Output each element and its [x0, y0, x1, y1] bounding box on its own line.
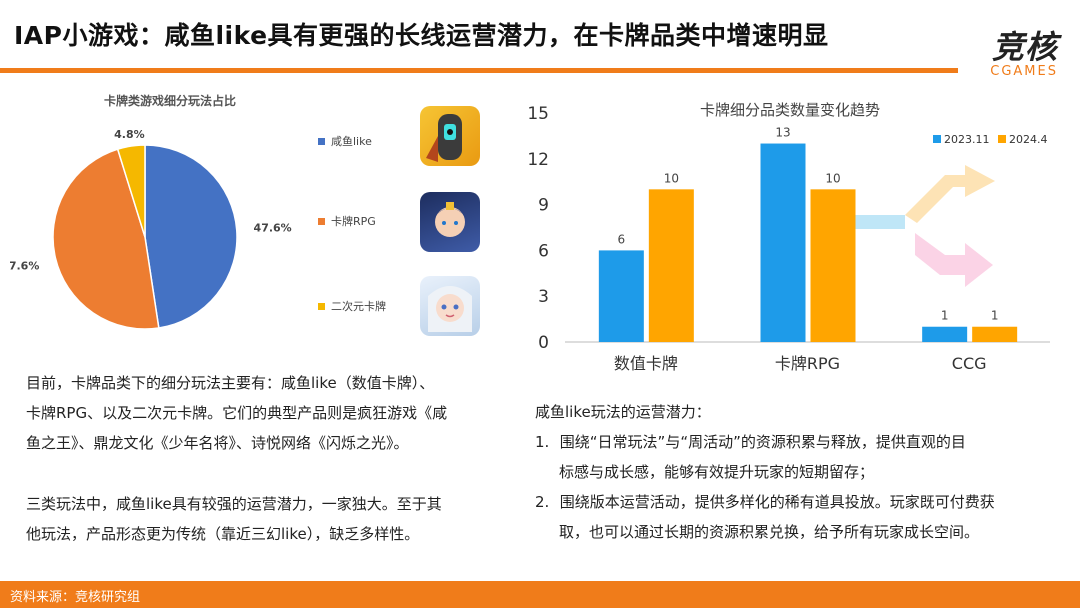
pie-legend-item: 二次元卡牌 — [318, 298, 386, 314]
text-line: 他玩法，产品形态更为传统（靠近三幻like），缺乏多样性。 — [26, 525, 420, 543]
text-line: 鱼之王》、鼎龙文化《少年名将》、诗悦网络《闪烁之光》。 — [26, 434, 409, 452]
list-line-text: 围绕版本运营活动，提供多样化的稀有道具投放。玩家既可付费获 — [559, 493, 995, 511]
x-tick-label: CCG — [952, 354, 987, 373]
legend-swatch — [933, 135, 941, 143]
footer-bar: 资料来源：竞核研究组 — [0, 581, 1080, 608]
bar — [648, 189, 694, 342]
bar-data-label: 10 — [825, 171, 840, 185]
bar-chart: 卡牌细分品类数量变化趋势 0 3 6 9 12 15 数值卡牌 卡牌RPG CCG 6 10 13 1… — [527, 101, 1050, 373]
bar-data-label: 6 — [618, 232, 626, 246]
y-tick-label: 3 — [538, 287, 549, 307]
legend-label: 2024.4 — [1009, 133, 1048, 146]
left-paragraph-2: 三类玩法中，咸鱼like具有较强的运营潜力，一家独大。至于其 他玩法，产品形态更… — [26, 489, 516, 549]
pie-legend: 咸鱼like 卡牌RPG 二次元卡牌 — [318, 130, 386, 313]
brand-logo-subtitle: CGAMES — [990, 64, 1058, 79]
page-title: IAP小游戏：咸鱼like具有更强的长线运营潜力，在卡牌品类中增速明显 — [14, 21, 829, 50]
list-number: 1. — [535, 433, 550, 451]
source-note: 资料来源：竞核研究组 — [10, 590, 141, 605]
bar — [810, 189, 856, 342]
legend-swatch — [318, 302, 325, 310]
right-heading: 咸鱼like玩法的运营潜力： — [535, 403, 711, 421]
list-number: 2. — [535, 493, 550, 511]
text-line: 三类玩法中，咸鱼like具有较强的运营潜力，一家独大。至于其 — [26, 495, 442, 513]
brand-logo: 竞核 — [991, 28, 1058, 66]
app-icon-shaonian — [420, 192, 480, 252]
text-line: 目前，卡牌品类下的细分玩法主要有：咸鱼like（数值卡牌）、 — [26, 374, 435, 392]
list-item: 2. 围绕版本运营活动，提供多样化的稀有道具投放。玩家既可付费获 取，也可以通过… — [535, 487, 1055, 547]
legend-swatch — [998, 135, 1006, 143]
bar-data-label: 13 — [775, 126, 790, 140]
legend-swatch — [318, 217, 325, 225]
bar-data-label: 1 — [941, 309, 949, 323]
y-tick-label: 15 — [527, 104, 549, 124]
y-tick-label: 6 — [538, 241, 549, 261]
y-tick-label: 0 — [538, 333, 549, 353]
legend-label: 2023.11 — [944, 133, 990, 146]
pie-chart: 卡牌类游戏细分玩法占比 47.6% 47.6% 4.8% — [10, 93, 292, 330]
text-line: 卡牌RPG、以及二次元卡牌。它们的典型产品则是疯狂游戏《咸 — [26, 404, 448, 422]
list-line-text: 标感与成长感，能够有效提升玩家的短期留存； — [559, 463, 875, 481]
pie-slice — [144, 144, 238, 329]
pie-slice — [116, 144, 146, 238]
pie-slice — [52, 148, 160, 330]
y-tick-label: 12 — [527, 150, 549, 170]
bar — [598, 250, 644, 342]
legend-label: 卡牌RPG — [331, 215, 376, 228]
x-tick-label: 卡牌RPG — [775, 354, 840, 373]
bar — [972, 326, 1018, 342]
legend-label: 咸鱼like — [331, 135, 372, 148]
bar-data-label: 10 — [664, 171, 679, 185]
legend-label: 二次元卡牌 — [331, 300, 386, 313]
list-item: 1. 围绕“日常玩法”与“周活动”的资源积累与释放，提供直观的目 标感与成长感，… — [535, 427, 1055, 487]
y-tick-label: 9 — [538, 196, 549, 216]
list-line-text: 围绕“日常玩法”与“周活动”的资源积累与释放，提供直观的目 — [559, 433, 966, 451]
pie-legend-item: 卡牌RPG — [318, 213, 376, 229]
pie-data-label: 47.6% — [10, 260, 39, 273]
pie-data-label: 4.8% — [114, 128, 145, 141]
title-divider — [0, 68, 958, 73]
bar-data-label: 1 — [991, 309, 999, 323]
bar — [760, 143, 806, 342]
right-text-block: 咸鱼like玩法的运营潜力： 1. 围绕“日常玩法”与“周活动”的资源积累与释放… — [535, 397, 1055, 547]
pie-chart-title: 卡牌类游戏细分玩法占比 — [104, 93, 236, 108]
left-paragraph-1: 目前，卡牌品类下的细分玩法主要有：咸鱼like（数值卡牌）、 卡牌RPG、以及二… — [26, 368, 516, 458]
trend-arrows-decoration — [850, 165, 995, 287]
legend-swatch — [318, 137, 325, 145]
pie-legend-item: 咸鱼like — [318, 130, 372, 152]
bar — [922, 326, 968, 342]
app-icon-xianyu — [420, 106, 480, 166]
list-line-text: 取，也可以通过长期的资源积累兑换，给予所有玩家成长空间。 — [559, 523, 980, 541]
pie-data-label: 47.6% — [254, 221, 292, 234]
x-tick-label: 数值卡牌 — [614, 354, 678, 373]
bar-chart-title: 卡牌细分品类数量变化趋势 — [700, 101, 880, 119]
app-icon-shanshuo — [420, 276, 480, 336]
